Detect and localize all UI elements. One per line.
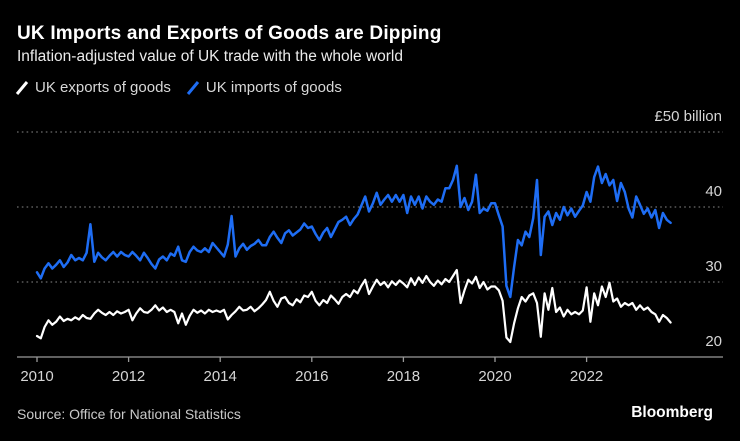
imports-line [35, 164, 672, 299]
slash-stroke [186, 80, 200, 95]
chart-legend: UK exports of goods UK imports of goods [15, 79, 342, 96]
y-tick-label-50: £50 billion [654, 108, 722, 125]
bloomberg-logo: Bloomberg [631, 404, 713, 421]
x-tick-label-2012: 2012 [112, 368, 145, 385]
legend-item-exports: UK exports of goods [15, 79, 171, 96]
exports-line [35, 268, 672, 344]
y-tick-label-30: 30 [705, 258, 722, 275]
legend-label-exports: UK exports of goods [35, 79, 171, 96]
x-tick-label-2020: 2020 [478, 368, 511, 385]
source-note: Source: Office for National Statistics [17, 406, 241, 422]
chart-title: UK Imports and Exports of Goods are Dipp… [17, 23, 442, 44]
imports-line-slash-icon [186, 80, 200, 95]
exports-line-slash-icon [15, 80, 29, 95]
chart-subtitle: Inflation-adjusted value of UK trade wit… [17, 48, 403, 65]
x-tick-label-2016: 2016 [295, 368, 328, 385]
x-tick-label-2014: 2014 [204, 368, 237, 385]
x-tick-label-2022: 2022 [570, 368, 603, 385]
slash-stroke [15, 80, 29, 95]
legend-label-imports: UK imports of goods [205, 79, 342, 96]
y-tick-label-20: 20 [705, 333, 722, 350]
y-tick-label-40: 40 [705, 183, 722, 200]
x-tick-label-2010: 2010 [20, 368, 53, 385]
legend-item-imports: UK imports of goods [186, 79, 342, 96]
x-tick-label-2018: 2018 [387, 368, 420, 385]
